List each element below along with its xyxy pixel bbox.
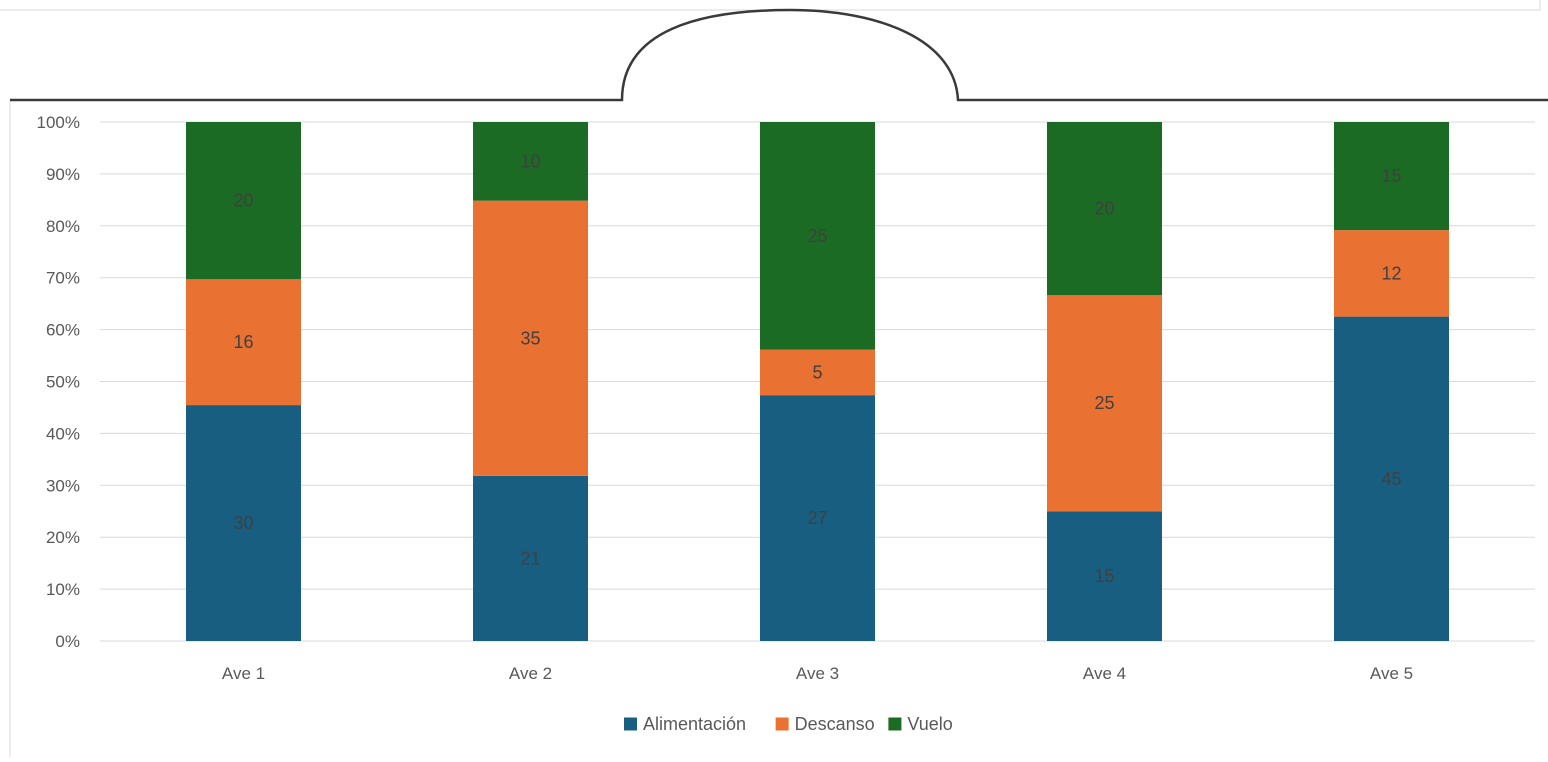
bar-segment: [1047, 295, 1162, 512]
data-label: 20: [233, 191, 253, 211]
y-tick-label: 40%: [46, 424, 80, 443]
legend-swatch: [775, 717, 789, 731]
bar-segment: [473, 122, 588, 201]
data-label: 35: [520, 328, 540, 348]
y-tick-label: 100%: [37, 113, 80, 132]
y-tick-label: 50%: [46, 373, 80, 392]
bars: 30 16 20 21 35 10 27 5 25 15 25 20 45 12 15: [186, 122, 1449, 641]
x-tick-label: Ave 5: [1370, 664, 1413, 683]
data-label: 25: [807, 226, 827, 246]
y-tick-label: 10%: [46, 580, 80, 599]
bar-segment: [186, 122, 301, 280]
x-tick-label: Ave 2: [509, 664, 552, 683]
bar-segment: [760, 122, 875, 350]
bar-segment: [1047, 122, 1162, 295]
y-tick-label: 60%: [46, 321, 80, 340]
x-axis-labels: Ave 1 Ave 2 Ave 3 Ave 4 Ave 5: [222, 664, 1413, 683]
data-label: 25: [1094, 393, 1114, 413]
arc-shape-overlay: [10, 8, 1548, 102]
bar-segment: [186, 405, 301, 641]
bar-segment: [760, 349, 875, 396]
data-label: 5: [812, 362, 822, 382]
bar-segment: [1047, 511, 1162, 641]
bar-segment: [186, 279, 301, 406]
bar-segment: [473, 200, 588, 476]
legend-label: Alimentación: [643, 714, 746, 734]
y-tick-label: 20%: [46, 528, 80, 547]
data-label: 45: [1381, 469, 1401, 489]
legend: Alimentación Descanso Vuelo: [624, 714, 953, 734]
y-tick-label: 80%: [46, 217, 80, 236]
data-label: 12: [1381, 263, 1401, 283]
data-label: 16: [233, 332, 253, 352]
legend-label: Descanso: [795, 714, 875, 734]
data-label: 10: [520, 151, 540, 171]
x-tick-label: Ave 1: [222, 664, 265, 683]
data-label: 30: [233, 513, 253, 533]
data-label: 27: [807, 508, 827, 528]
y-tick-label: 70%: [46, 269, 80, 288]
legend-label: Vuelo: [907, 714, 952, 734]
data-label: 21: [520, 548, 540, 568]
x-tick-label: Ave 3: [796, 664, 839, 683]
bar-segment: [760, 395, 875, 641]
data-label: 20: [1094, 199, 1114, 219]
data-label: 15: [1094, 566, 1114, 586]
bar-segment: [1334, 316, 1449, 641]
legend-swatch: [888, 717, 902, 731]
y-tick-label: 0%: [55, 632, 80, 651]
bar-segment: [1334, 230, 1449, 317]
data-label: 15: [1381, 166, 1401, 186]
y-tick-label: 30%: [46, 476, 80, 495]
y-tick-label: 90%: [46, 165, 80, 184]
y-axis-labels: 0% 10% 20% 30% 40% 50% 60% 70% 80% 90% 100%: [37, 113, 80, 651]
bar-segment: [1334, 122, 1449, 231]
x-tick-label: Ave 4: [1083, 664, 1126, 683]
legend-swatch: [624, 717, 637, 731]
bar-segment: [473, 475, 588, 641]
